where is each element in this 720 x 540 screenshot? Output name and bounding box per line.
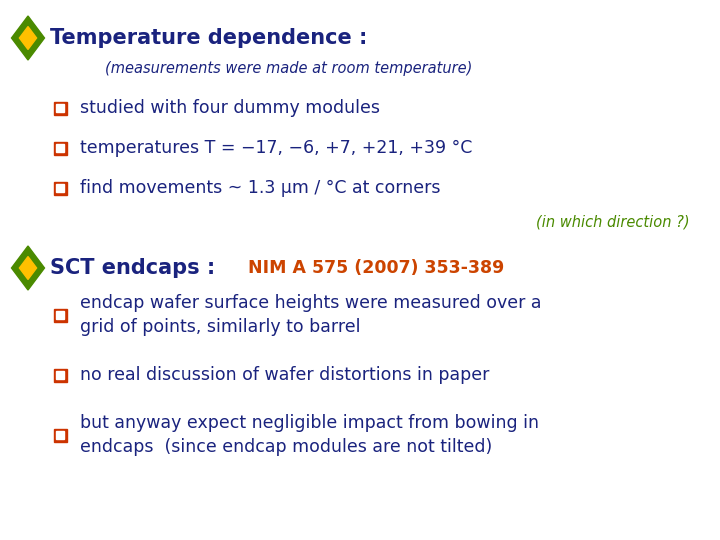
Polygon shape xyxy=(19,256,37,279)
Text: endcap wafer surface heights were measured over a
grid of points, similarly to b: endcap wafer surface heights were measur… xyxy=(80,294,541,336)
Bar xyxy=(56,372,63,379)
Polygon shape xyxy=(19,26,37,50)
Text: NIM A 575 (2007) 353-389: NIM A 575 (2007) 353-389 xyxy=(248,259,504,277)
Text: but anyway expect negligible impact from bowing in
endcaps  (since endcap module: but anyway expect negligible impact from… xyxy=(80,414,539,456)
Text: (measurements were made at room temperature): (measurements were made at room temperat… xyxy=(105,60,472,76)
Bar xyxy=(56,104,63,112)
Bar xyxy=(53,429,66,442)
Text: SCT endcaps :: SCT endcaps : xyxy=(50,258,215,278)
Text: (in which direction ?): (in which direction ?) xyxy=(536,214,690,230)
Text: Temperature dependence :: Temperature dependence : xyxy=(50,28,367,48)
Bar xyxy=(53,141,66,154)
Bar xyxy=(53,102,66,114)
Bar xyxy=(56,312,63,319)
Polygon shape xyxy=(12,246,45,290)
Bar xyxy=(53,181,66,194)
Bar xyxy=(53,308,66,321)
Bar xyxy=(56,144,63,152)
Text: no real discussion of wafer distortions in paper: no real discussion of wafer distortions … xyxy=(80,366,490,384)
Bar xyxy=(56,431,63,438)
Bar xyxy=(56,185,63,192)
Text: studied with four dummy modules: studied with four dummy modules xyxy=(80,99,380,117)
Bar xyxy=(53,368,66,381)
Text: temperatures T = −17, −6, +7, +21, +39 °C: temperatures T = −17, −6, +7, +21, +39 °… xyxy=(80,139,472,157)
Text: find movements ~ 1.3 μm / °C at corners: find movements ~ 1.3 μm / °C at corners xyxy=(80,179,441,197)
Polygon shape xyxy=(12,16,45,60)
